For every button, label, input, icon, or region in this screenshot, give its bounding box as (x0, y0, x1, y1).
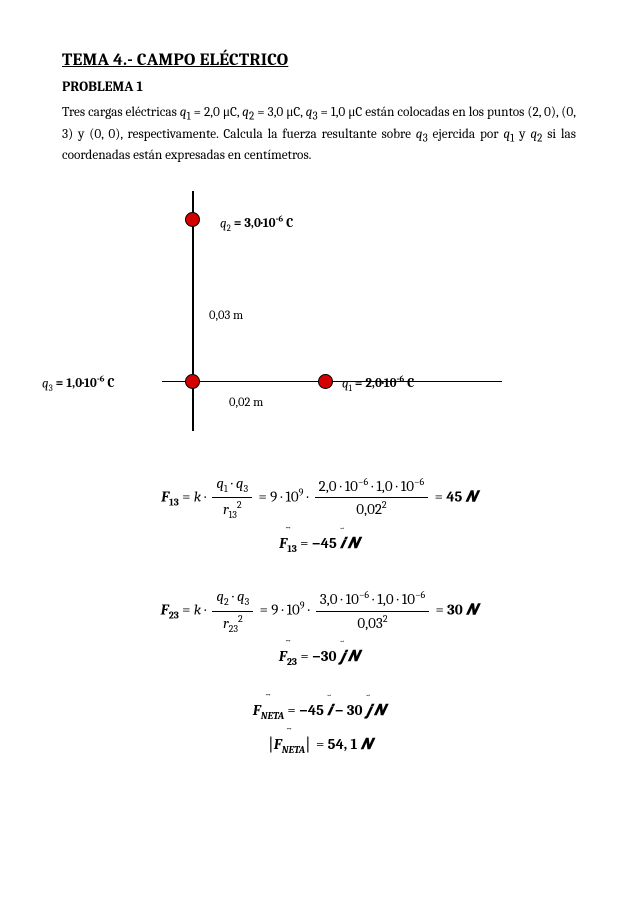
eq-fneta-block: FNETA = −45 𝒊 − 30 𝒋 𝑵 FNETA = 54, 1 𝑵 (62, 700, 576, 758)
eq-fneta: FNETA = −45 𝒊 − 30 𝒋 𝑵 (62, 700, 576, 724)
q1-label: q1 = 2,0·10-6 C (342, 375, 414, 394)
q3-label: q3 = 1,0·10-6 C (42, 375, 115, 394)
charge-q2-dot (185, 212, 200, 227)
dist-003-label: 0,03 m (209, 309, 243, 323)
eq-f13-block: F13 = k · q1 · q3 r132 = 9 · 109 · 2,0 ·… (62, 473, 576, 557)
q2-label: q2 = 3,0·10-6 C (220, 215, 293, 234)
y-axis-line (192, 191, 194, 431)
page-title: TEMA 4.- CAMPO ELÉCTRICO (62, 50, 576, 70)
eq-fneta-abs: FNETA = 54, 1 𝑵 (62, 733, 576, 758)
force-diagram: q2 = 3,0·10-6 C q3 = 1,0·10-6 C q1 = 2,0… (42, 191, 556, 451)
charge-q1-dot (318, 374, 333, 389)
charge-q3-dot (185, 374, 200, 389)
problem-title: PROBLEMA 1 (62, 78, 576, 95)
eq-f23-block: F23 = k · q2 · q3 r232 = 9 · 109 · 3,0 ·… (62, 586, 576, 670)
eq-f23: F23 = k · q2 · q3 r232 = 9 · 109 · 3,0 ·… (62, 586, 576, 636)
eq-f23-vector: F23 = −30 𝒋 𝑵 (62, 646, 576, 670)
eq-f13-vector: F13 = −45 𝒊 𝑵 (62, 533, 576, 557)
eq-f13: F13 = k · q1 · q3 r132 = 9 · 109 · 2,0 ·… (62, 473, 576, 523)
dist-002-label: 0,02 m (229, 396, 263, 410)
problem-body: Tres cargas eléctricas q1 = 2,0 μC, q2 =… (62, 103, 576, 166)
